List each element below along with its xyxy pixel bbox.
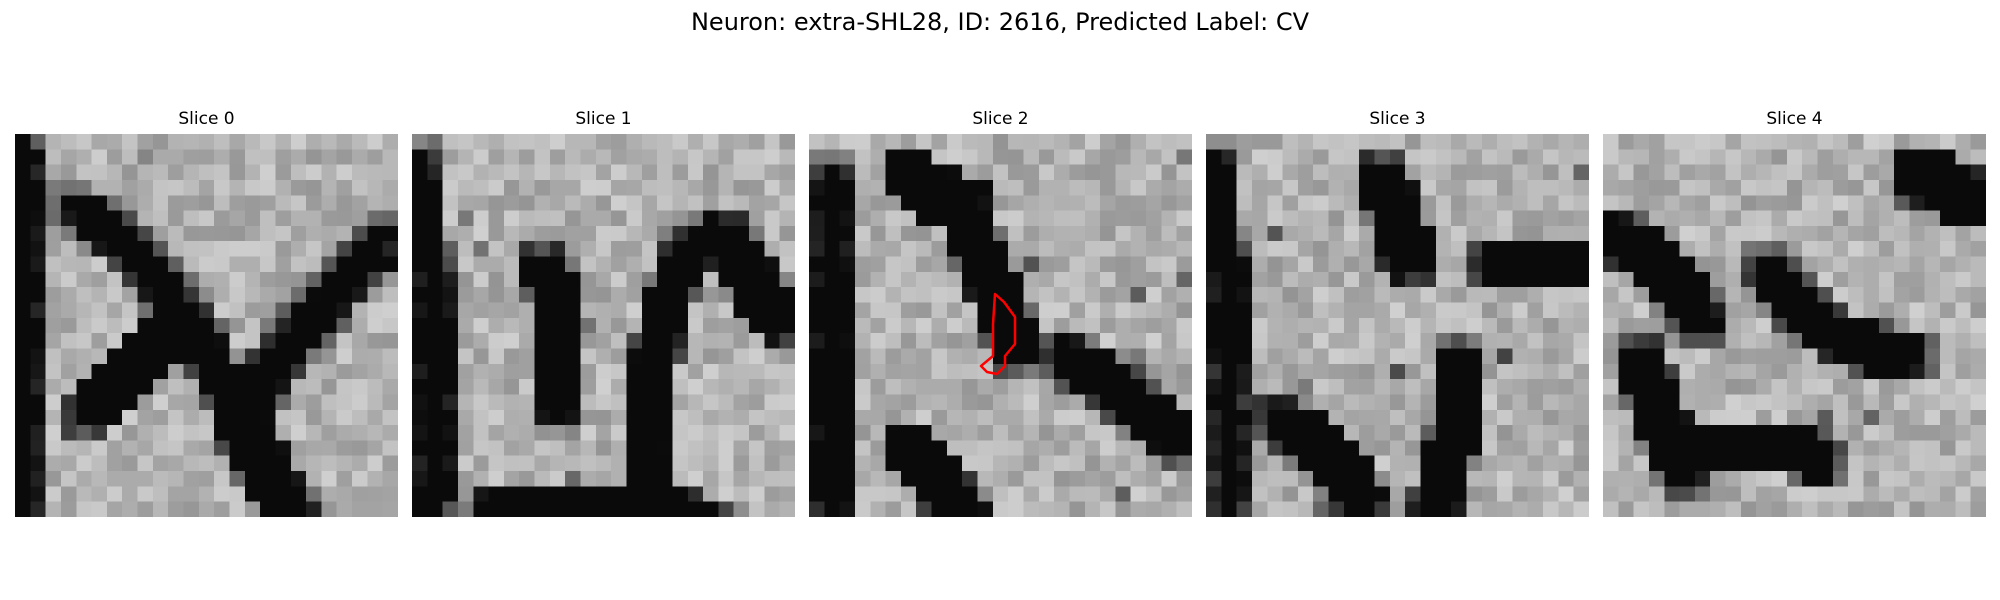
- slice-image-0: [15, 134, 398, 517]
- slice-panel-4: Slice 4: [1603, 108, 1986, 518]
- slice-image-4: [1603, 134, 1986, 517]
- slice-image-2: [809, 134, 1192, 517]
- neuron-contour: [979, 292, 1017, 376]
- slice-title-4: Slice 4: [1766, 109, 1823, 129]
- slice-title-0: Slice 0: [178, 109, 235, 129]
- slice-title-1: Slice 1: [575, 109, 632, 129]
- slice-panel-1: Slice 1: [412, 108, 795, 518]
- slice-panel-2: Slice 2: [809, 108, 1192, 518]
- slice-panel-3: Slice 3: [1206, 108, 1589, 518]
- slice-title-3: Slice 3: [1369, 109, 1426, 129]
- slice-panel-0: Slice 0: [15, 108, 398, 518]
- segmentation-outline: [979, 292, 1017, 376]
- slice-title-2: Slice 2: [972, 109, 1029, 129]
- figure-title: Neuron: extra-SHL28, ID: 2616, Predicted…: [690, 8, 1310, 36]
- slice-image-1: [412, 134, 795, 517]
- slice-image-3: [1206, 134, 1589, 517]
